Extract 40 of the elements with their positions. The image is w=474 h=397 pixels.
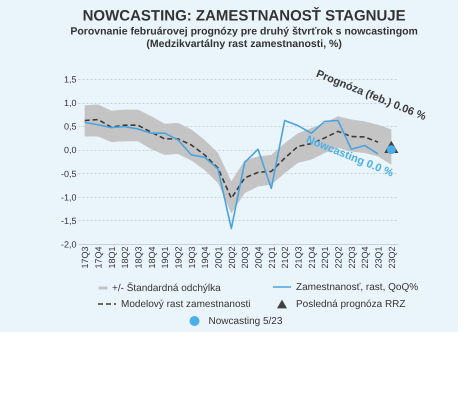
chart-subtitle: Porovnanie februárovej prognózy pre druhý štvrťrok s nowcastingom bbox=[70, 26, 418, 38]
legend-label: Posledná prognóza RRZ bbox=[296, 299, 406, 310]
x-tick-label: 18Q2 bbox=[120, 246, 130, 269]
x-tick-label: 22Q2 bbox=[334, 246, 344, 269]
y-tick-label: -1,0 bbox=[60, 192, 76, 202]
x-tick-label: 19Q2 bbox=[174, 246, 184, 269]
legend-label: Zamestnanosť, rast, QoQ% bbox=[296, 282, 418, 293]
x-tick-label: 19Q4 bbox=[200, 246, 210, 269]
y-tick-label: 1,5 bbox=[64, 74, 76, 84]
x-tick-label: 21Q4 bbox=[306, 246, 317, 269]
x-tick-label: 23Q1 bbox=[374, 246, 384, 269]
x-tick-label: 22Q3 bbox=[346, 246, 357, 269]
x-tick-label: 20Q4 bbox=[254, 246, 264, 269]
legend-label: Modelový rast zamestnanosti bbox=[121, 299, 251, 310]
x-tick-label: 20Q3 bbox=[240, 246, 250, 269]
legend-label: Nowcasting 5/23 bbox=[208, 316, 283, 327]
x-tick-label: 21Q1 bbox=[266, 246, 277, 269]
y-tick-label: 0,5 bbox=[64, 122, 76, 132]
x-tick-label: 18Q1 bbox=[106, 246, 117, 269]
y-tick-label: 1,0 bbox=[64, 98, 76, 108]
x-tick-label: 17Q3 bbox=[80, 246, 90, 269]
x-tick-label: 21Q2 bbox=[280, 246, 290, 269]
x-tick-label: 17Q4 bbox=[94, 246, 104, 269]
x-tick-label: 22Q1 bbox=[320, 246, 330, 269]
y-axis-title: (Medzikvartálny rast zamestnanosti, %) bbox=[146, 38, 342, 50]
x-tick-label: 18Q4 bbox=[146, 246, 157, 269]
x-tick-label: 20Q2 bbox=[226, 246, 237, 269]
y-tick-label: -2,0 bbox=[60, 240, 76, 250]
y-tick-label: -1,5 bbox=[60, 216, 76, 226]
x-tick-label: 18Q3 bbox=[134, 246, 144, 269]
x-tick-label: 23Q2 bbox=[386, 246, 397, 269]
x-tick-label: 21Q3 bbox=[294, 246, 304, 269]
x-tick-label: 20Q1 bbox=[214, 246, 224, 269]
x-tick-label: 19Q3 bbox=[186, 246, 197, 269]
y-tick-label: -0,5 bbox=[60, 168, 76, 179]
x-tick-label: 19Q1 bbox=[160, 246, 170, 269]
x-tick-label: 22Q4 bbox=[360, 246, 370, 269]
text: +/- Štandardná odchýlka bbox=[112, 282, 222, 294]
chart-title: NOWCASTING: ZAMESTNANOSŤ STAGNUJE bbox=[82, 6, 406, 25]
y-tick-label: 0,0 bbox=[64, 145, 76, 156]
